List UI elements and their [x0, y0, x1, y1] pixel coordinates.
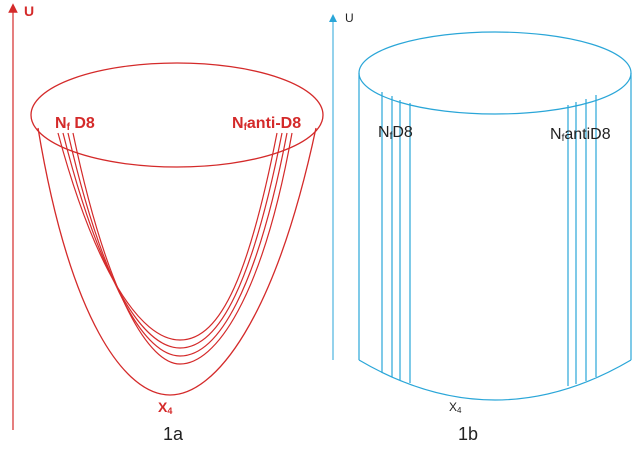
figure-1b: U NfD8 NfantiD8 X4 1b	[329, 11, 632, 444]
figure-1a: U Nf D8 Nfanti-D8 X4 1a	[8, 3, 324, 444]
brane-curve-1a-1	[57, 132, 278, 341]
brane-curve-1a-4	[72, 132, 293, 365]
nf-anti-d8-label-1b: NfantiD8	[550, 126, 611, 144]
x4-label-1b: X4	[449, 400, 462, 415]
u-axis-label-1a: U	[24, 3, 34, 19]
outer-bowl-1a	[37, 127, 317, 396]
u-axis-label-1b: U	[345, 11, 354, 25]
x4-label-1a: X4	[158, 399, 172, 416]
caption-1a: 1a	[163, 424, 184, 444]
caption-1b: 1b	[458, 424, 478, 444]
nf-d8-label-1b: NfD8	[378, 124, 413, 142]
cylinder-bottom-1b	[358, 359, 632, 401]
brane-curve-1a-2	[62, 132, 283, 349]
nf-d8-label-1a: Nf D8	[55, 115, 95, 133]
top-ellipse-1a	[30, 62, 324, 168]
brane-curve-1a-3	[67, 132, 288, 357]
nf-anti-d8-label-1a: Nfanti-D8	[232, 115, 301, 133]
